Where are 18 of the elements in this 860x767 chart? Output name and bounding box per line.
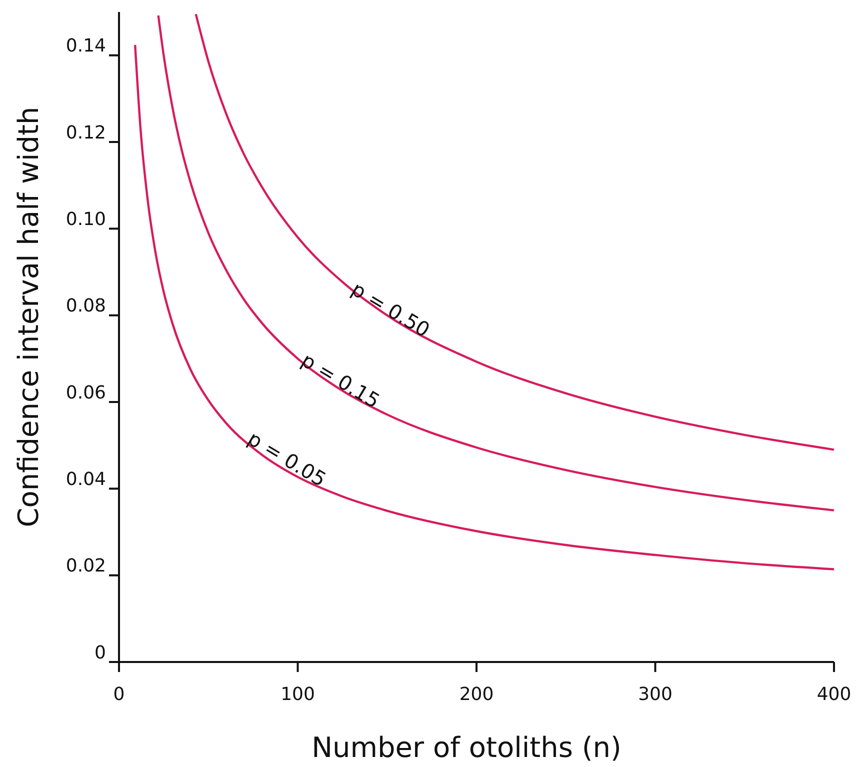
annotation: p = 0.15 <box>297 348 384 414</box>
y-tick-label: 0.04 <box>66 469 106 490</box>
x-tick-label: 200 <box>459 684 494 706</box>
y-tick-label: 0.12 <box>66 122 106 144</box>
y-tick-label: 0.06 <box>66 382 106 404</box>
x-axis-title: Number of otoliths (n) <box>312 731 622 764</box>
x-tick-label: 300 <box>638 684 672 706</box>
y-axis-title: Confidence interval half width <box>12 106 45 528</box>
y-tick-label: 0.02 <box>66 556 106 577</box>
x-tick-label: 0 <box>113 684 125 706</box>
annotation: p = 0.05 <box>244 426 330 492</box>
y-tick-label: 0.14 <box>66 36 106 57</box>
y-tick-label: 0.10 <box>66 209 106 230</box>
x-tick-label: 400 <box>816 684 852 706</box>
annotation: p = 0.50 <box>347 276 434 342</box>
y-tick-label: 0.08 <box>66 296 106 317</box>
x-tick-label: 100 <box>280 684 315 706</box>
y-tick-label: 0 <box>94 642 106 664</box>
